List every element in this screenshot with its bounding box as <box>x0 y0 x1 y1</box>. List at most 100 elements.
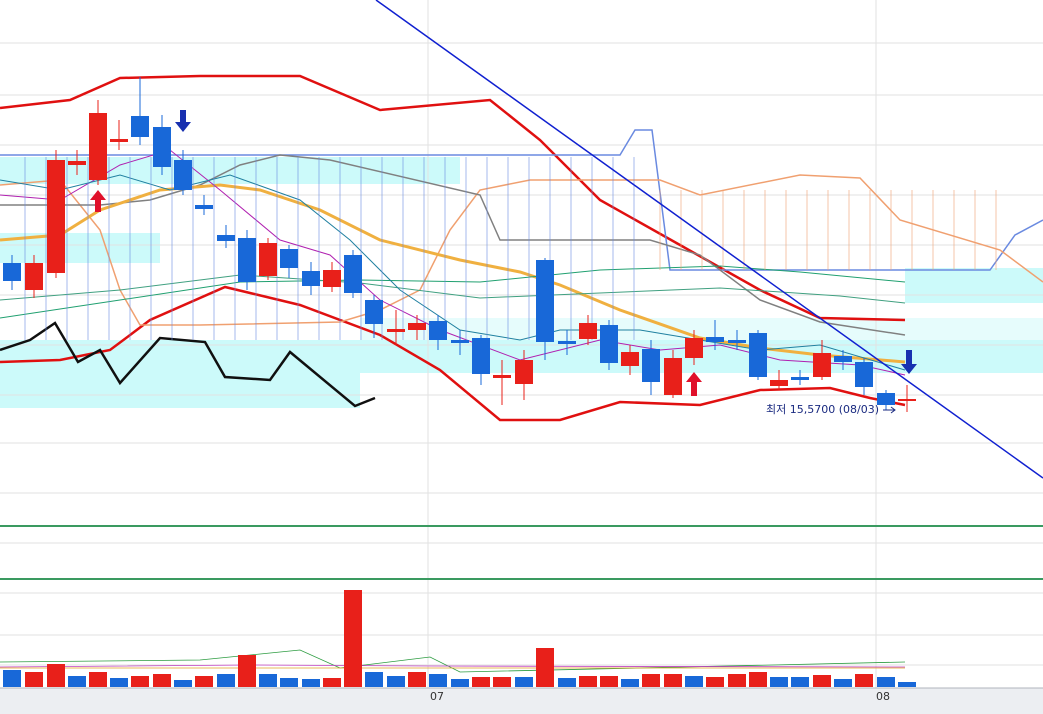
volume-bar <box>131 676 149 687</box>
volume-bar <box>259 674 277 687</box>
volume-bar <box>600 676 618 687</box>
volume-bar <box>25 672 43 687</box>
band <box>905 268 1043 303</box>
volume-bar <box>664 674 682 687</box>
candle-body <box>238 238 256 282</box>
candle-body <box>749 333 767 377</box>
volume-bar <box>472 677 490 687</box>
volume-bar <box>217 674 235 687</box>
candle-body <box>706 337 724 342</box>
candle-body <box>153 127 171 167</box>
candle-body <box>68 161 86 165</box>
candle-body <box>131 116 149 137</box>
candle-body <box>344 255 362 293</box>
sell-arrow <box>175 110 191 132</box>
volume-bar <box>706 677 724 687</box>
volume-bar <box>429 674 447 687</box>
candle-body <box>877 393 895 405</box>
volume-bar <box>898 682 916 687</box>
volume-bar <box>728 674 746 687</box>
volume-bar <box>153 674 171 687</box>
candle-body <box>600 325 618 363</box>
line <box>0 154 906 336</box>
volume-bar <box>834 679 852 687</box>
line <box>0 274 906 304</box>
volume-bar <box>749 672 767 687</box>
candle-body <box>493 375 511 378</box>
volume-bar <box>174 680 192 687</box>
candle-body <box>174 160 192 190</box>
line <box>0 664 906 668</box>
candle-body <box>302 271 320 286</box>
volume-bar <box>791 677 809 687</box>
volume-bar <box>68 676 86 687</box>
candle-body <box>25 263 43 290</box>
candle-body <box>429 321 447 340</box>
indicator-lines <box>0 74 1043 673</box>
volume-bar <box>387 676 405 687</box>
volume-bar <box>813 675 831 687</box>
candle-body <box>472 338 490 374</box>
candle-body <box>558 341 576 344</box>
annotation-arrow <box>883 406 896 414</box>
volume-bar <box>280 678 298 687</box>
volume-bar <box>770 677 788 687</box>
candle-body <box>451 340 469 343</box>
candle-body <box>280 249 298 268</box>
x-axis-bar <box>0 688 1043 714</box>
x-label: 07 <box>430 690 444 703</box>
volume-bar <box>323 678 341 687</box>
candle-body <box>47 160 65 273</box>
volume-bar <box>344 590 362 687</box>
volume-bar <box>558 678 576 687</box>
volume-bar <box>642 674 660 687</box>
volume-bar <box>685 676 703 687</box>
volume-bar <box>238 655 256 687</box>
candle-body <box>365 300 383 324</box>
candle-body <box>110 139 128 142</box>
candles <box>3 77 916 412</box>
line <box>0 74 906 322</box>
line <box>0 649 906 673</box>
volume-bar <box>47 664 65 687</box>
candle-body <box>259 243 277 276</box>
candle-body <box>515 360 533 384</box>
band <box>0 373 360 408</box>
low-annotation: 최저 15,5700 (08/03) <box>766 403 879 416</box>
volume-bar <box>451 679 469 687</box>
candle-body <box>642 349 660 382</box>
volume-bar <box>365 672 383 687</box>
line <box>0 265 906 319</box>
volume-bar <box>89 672 107 687</box>
x-label: 08 <box>876 690 890 703</box>
candle-body <box>323 270 341 287</box>
volume-bar <box>3 670 21 687</box>
volume-bar <box>621 679 639 687</box>
candle-body <box>685 338 703 358</box>
line <box>0 129 1043 271</box>
candle-body <box>770 380 788 386</box>
candle-body <box>621 352 639 366</box>
candle-body <box>536 260 554 342</box>
candle-body <box>195 205 213 209</box>
volume-bar <box>195 676 213 687</box>
candle-body <box>898 399 916 401</box>
volume-bar <box>408 672 426 687</box>
volume-bar <box>302 679 320 687</box>
candle-body <box>728 340 746 343</box>
candle-body <box>664 358 682 395</box>
candle-body <box>217 235 235 241</box>
buy-arrow <box>686 372 702 396</box>
candle-body <box>387 329 405 332</box>
candle-body <box>813 353 831 377</box>
volume-bar <box>855 674 873 687</box>
line <box>0 174 906 371</box>
volume-bars <box>3 590 916 687</box>
buy-arrow <box>90 190 106 212</box>
volume-bar <box>536 648 554 687</box>
candle-body <box>579 323 597 339</box>
candle-body <box>408 323 426 330</box>
candle-body <box>89 113 107 180</box>
volume-bar <box>110 678 128 687</box>
